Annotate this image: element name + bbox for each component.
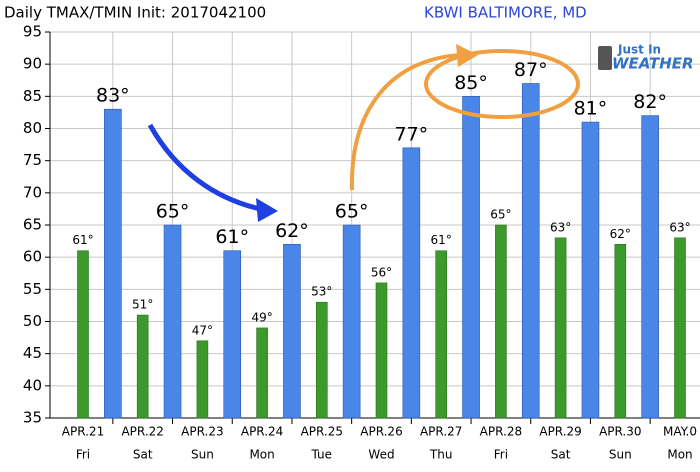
y-tick-label: 45 xyxy=(23,344,42,362)
weekday-label: Mon xyxy=(667,448,692,462)
y-tick-label: 70 xyxy=(23,183,42,201)
data-label: 85° xyxy=(454,72,488,94)
weekday-label: Mon xyxy=(249,448,274,462)
arrow-head xyxy=(256,198,278,222)
weekday-label: Sat xyxy=(551,448,571,462)
data-label: 63° xyxy=(669,220,690,234)
bar xyxy=(641,115,659,419)
data-label: 49° xyxy=(251,310,272,324)
x-tick-label: APR.27 xyxy=(420,425,462,439)
y-tick-label: 60 xyxy=(23,248,42,266)
weekday-label: Sun xyxy=(191,448,214,462)
bar xyxy=(435,250,448,419)
logo-text: WEATHER xyxy=(612,55,694,73)
y-tick-label: 75 xyxy=(23,151,42,169)
bar xyxy=(223,250,242,419)
weekday-label: Sat xyxy=(133,448,153,462)
y-tick-label: 95 xyxy=(23,23,42,41)
data-label: 56° xyxy=(371,265,392,279)
data-label: 47° xyxy=(192,323,213,337)
annotations xyxy=(147,44,580,222)
bar xyxy=(196,340,209,419)
data-label: 65° xyxy=(490,208,511,222)
y-tick-label: 40 xyxy=(23,376,42,394)
bar xyxy=(342,224,361,419)
y-tick-label: 90 xyxy=(23,55,42,73)
bar xyxy=(256,327,268,419)
data-label: 63° xyxy=(550,220,571,234)
x-tick-label: APR.24 xyxy=(241,425,283,439)
x-tick-label: APR.26 xyxy=(360,425,402,439)
logo-text: Just In xyxy=(617,43,661,57)
weekday-label: Thu xyxy=(429,448,453,462)
arrow xyxy=(349,53,461,191)
data-label: 82° xyxy=(633,91,667,113)
weekday-label: Fri xyxy=(76,448,90,462)
highlight-circle xyxy=(424,49,580,119)
data-label: 62° xyxy=(275,220,309,242)
bar xyxy=(614,244,627,419)
bar xyxy=(674,237,686,419)
y-tick-label: 65 xyxy=(23,216,42,234)
logo: Just In WEATHER xyxy=(598,43,694,73)
bar xyxy=(402,147,421,419)
data-label: 81° xyxy=(574,98,608,120)
data-label: 61° xyxy=(431,233,452,247)
x-tick-label: APR.21 xyxy=(62,425,104,439)
data-label: 77° xyxy=(395,123,429,145)
data-label: 53° xyxy=(311,285,332,299)
bar xyxy=(163,224,182,419)
x-tick-label: APR.25 xyxy=(301,425,343,439)
x-tick-label: APR.23 xyxy=(181,425,223,439)
data-label: 61° xyxy=(215,226,249,248)
bar xyxy=(462,96,480,419)
data-label: 87° xyxy=(514,59,548,81)
weekday-label: Tue xyxy=(311,448,333,462)
data-label: 51° xyxy=(132,298,153,312)
bar xyxy=(521,83,540,419)
bar xyxy=(136,314,149,419)
y-tick-label: 55 xyxy=(23,280,42,298)
chart-subtitle: KBWI BALTIMORE, MD xyxy=(424,4,587,22)
data-label: 65° xyxy=(335,201,369,223)
data-label: 61° xyxy=(72,233,93,247)
arrow xyxy=(147,123,266,213)
bar xyxy=(104,108,122,419)
y-tick-label: 85 xyxy=(23,87,42,105)
bar xyxy=(554,237,567,419)
bar xyxy=(283,244,301,419)
bar xyxy=(77,250,89,419)
y-tick-label: 80 xyxy=(23,119,42,137)
bar xyxy=(495,224,507,419)
data-label: 62° xyxy=(610,227,631,241)
bar xyxy=(375,282,388,419)
data-label: 83° xyxy=(96,85,130,107)
y-tick-label: 35 xyxy=(23,409,42,427)
bar xyxy=(581,121,600,419)
weekday-label: Fri xyxy=(494,448,508,462)
weekday-label: Sun xyxy=(609,448,632,462)
x-tick-label: APR.28 xyxy=(480,425,522,439)
x-tick-label: APR.30 xyxy=(599,425,641,439)
bar xyxy=(315,301,328,419)
chart-title: Daily TMAX/TMIN Init: 2017042100 xyxy=(4,4,266,22)
weekday-label: Wed xyxy=(368,448,394,462)
x-tick-label: APR.29 xyxy=(539,425,581,439)
x-tick-label: MAY.0 xyxy=(663,425,697,439)
data-label: 65° xyxy=(156,201,190,223)
y-tick-label: 50 xyxy=(23,312,42,330)
x-tick-label: APR.22 xyxy=(121,425,163,439)
logo-icon xyxy=(598,46,612,70)
